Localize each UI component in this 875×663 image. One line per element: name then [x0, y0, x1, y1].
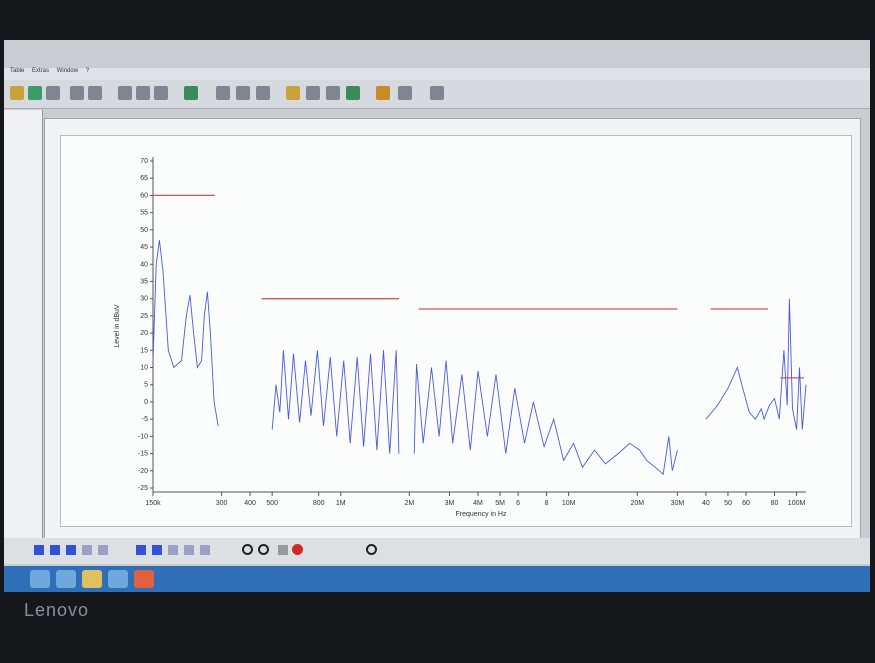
x-tick-label: 4M: [473, 500, 483, 507]
tool-button[interactable]: [184, 86, 198, 100]
x-tick-label: 30M: [671, 500, 685, 507]
control-button[interactable]: [292, 544, 303, 555]
chart-panel: Level in dBuV Frequency in Hz 70 65 60 55 50…: [60, 135, 852, 527]
y-tick-label: 65: [140, 175, 148, 182]
y-tick-label: 20: [140, 330, 148, 337]
tool-button[interactable]: [118, 86, 132, 100]
x-tick-label: 5M: [495, 500, 505, 507]
y-axis-title: Level in dBuV: [114, 304, 121, 348]
y-tick-label: -10: [138, 433, 148, 440]
tool-button[interactable]: [46, 86, 60, 100]
tool-button[interactable]: [286, 86, 300, 100]
y-tick-label: 30: [140, 296, 148, 303]
y-tick-label: 15: [140, 347, 148, 354]
control-button[interactable]: [200, 545, 210, 555]
tool-button[interactable]: [28, 86, 42, 100]
control-button[interactable]: [168, 545, 178, 555]
tool-button[interactable]: [326, 86, 340, 100]
control-button[interactable]: [242, 544, 253, 555]
tool-button[interactable]: [256, 86, 270, 100]
y-tick-label: -15: [138, 451, 148, 458]
x-tick-label: 60: [742, 500, 750, 507]
x-tick-label: 3M: [445, 500, 455, 507]
series-line: [413, 360, 678, 476]
menu-item[interactable]: ?: [85, 68, 90, 74]
tool-button[interactable]: [346, 86, 360, 100]
task-icon[interactable]: [30, 570, 50, 588]
y-tick-label: -20: [138, 468, 148, 475]
x-tick-label: 300: [216, 500, 228, 507]
tool-button[interactable]: [430, 86, 444, 100]
tool-button[interactable]: [154, 86, 168, 100]
x-tick-label: 1M: [336, 500, 346, 507]
toolbar: [4, 80, 870, 109]
control-button[interactable]: [258, 544, 269, 555]
series-line: [271, 350, 400, 454]
tool-button[interactable]: [88, 86, 102, 100]
control-button[interactable]: [66, 545, 76, 555]
y-tick-label: 25: [140, 313, 148, 320]
x-tick-label: 80: [771, 500, 779, 507]
tool-button[interactable]: [398, 86, 412, 100]
control-button[interactable]: [98, 545, 108, 555]
menu-item[interactable]: Extras: [32, 68, 50, 74]
control-button[interactable]: [184, 545, 194, 555]
playback-controls: [4, 538, 870, 564]
menu-item[interactable]: Table: [10, 68, 25, 74]
control-button[interactable]: [278, 545, 288, 555]
x-tick-label: 100M: [788, 500, 806, 507]
tool-button[interactable]: [136, 86, 150, 100]
y-tick-label: 5: [144, 382, 148, 389]
control-button[interactable]: [366, 544, 377, 555]
control-button[interactable]: [152, 545, 162, 555]
task-icon[interactable]: [82, 570, 102, 588]
x-tick-label: 10M: [562, 500, 576, 507]
y-tick-label: 55: [140, 210, 148, 217]
task-icon[interactable]: [134, 570, 154, 588]
x-tick-label: 500: [266, 500, 278, 507]
control-button[interactable]: [136, 545, 146, 555]
control-button[interactable]: [82, 545, 92, 555]
series-line: [705, 298, 807, 430]
tool-button[interactable]: [10, 86, 24, 100]
task-icon[interactable]: [108, 570, 128, 588]
task-icon[interactable]: [56, 570, 76, 588]
menu-item[interactable]: Window: [56, 68, 79, 74]
tool-button[interactable]: [216, 86, 230, 100]
menu-bar: Table Extras Window ?: [4, 68, 870, 80]
x-tick-label: 150k: [145, 500, 161, 507]
side-panel: [4, 110, 43, 540]
tool-button[interactable]: [306, 86, 320, 100]
chart: Level in dBuV Frequency in Hz 7065605550…: [114, 157, 807, 518]
control-button[interactable]: [34, 545, 44, 555]
y-tick-label: 0: [144, 399, 148, 406]
control-button[interactable]: [50, 545, 60, 555]
x-tick-label: 6: [516, 500, 520, 507]
y-tick-label: 60: [140, 192, 148, 199]
x-tick-label: 800: [313, 500, 325, 507]
brand-logo: Lenovo: [24, 600, 90, 620]
y-tick-label: -5: [142, 416, 148, 423]
tool-button[interactable]: [70, 86, 84, 100]
y-tick-label: 50: [140, 227, 148, 234]
x-tick-label: 8: [545, 500, 549, 507]
tool-button[interactable]: [376, 86, 390, 100]
y-tick-label: 40: [140, 261, 148, 268]
x-tick-label: 20M: [630, 500, 644, 507]
y-tick-label: 10: [140, 365, 148, 372]
x-axis-title: Frequency in Hz: [456, 511, 507, 518]
x-tick-label: 400: [244, 500, 256, 507]
x-tick-label: 50: [724, 500, 732, 507]
series-line: [152, 240, 219, 427]
x-tick-label: 2M: [405, 500, 415, 507]
x-tick-label: 40: [702, 500, 710, 507]
y-tick-label: 45: [140, 244, 148, 251]
y-tick-label: 70: [140, 158, 148, 165]
taskbar: [4, 566, 870, 592]
y-tick-label: 35: [140, 278, 148, 285]
y-tick-label: -25: [138, 485, 148, 492]
tool-button[interactable]: [236, 86, 250, 100]
